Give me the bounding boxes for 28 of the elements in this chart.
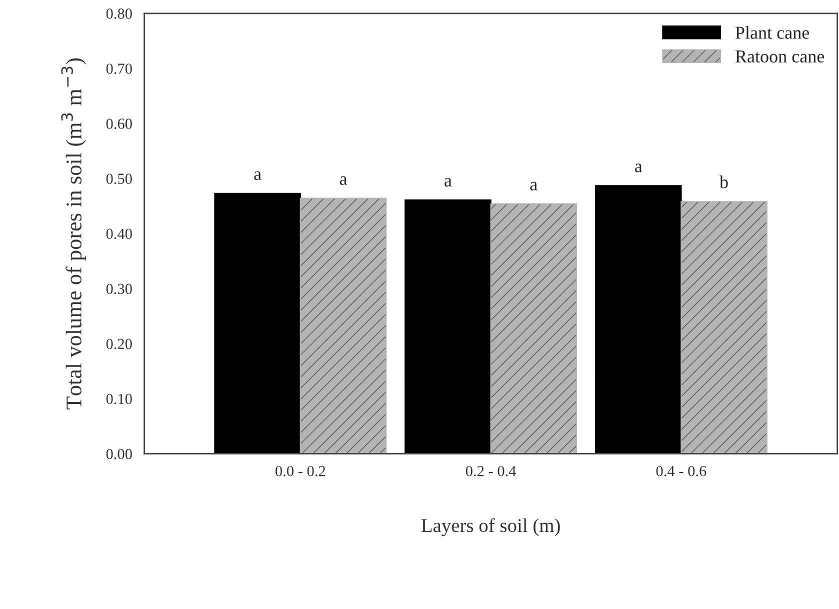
y-tick-label: 0.00 xyxy=(106,448,132,460)
bar xyxy=(680,201,768,454)
y-tick-label: 0.20 xyxy=(106,338,132,350)
y-tick-label: 0.80 xyxy=(106,8,132,19)
y-tick-label: 0.30 xyxy=(106,284,132,294)
y-tick-label: 0.40 xyxy=(106,228,132,240)
x-tick-label: 0.0 - 0.2 xyxy=(276,466,326,476)
x-tick-label: 0.2 - 0.4 xyxy=(466,466,516,476)
annotation: a xyxy=(634,164,642,172)
x-axis-title: Layers of soil (m) xyxy=(421,518,560,536)
annotation: a xyxy=(444,178,452,187)
annotation: b xyxy=(720,176,728,188)
bar xyxy=(594,185,682,454)
x-tick-label: 0.4 - 0.6 xyxy=(656,466,706,476)
annotation: a xyxy=(530,182,538,190)
bar xyxy=(214,192,301,454)
annotation: a xyxy=(340,176,348,185)
y-tick-label: 0.60 xyxy=(106,118,132,129)
y-axis-title: Total volume of pores in soil (m$^{3}$ m$^{−3}$) xyxy=(61,58,86,410)
annotation: a xyxy=(254,171,262,180)
y-tick-label: 0.10 xyxy=(106,394,132,404)
bar xyxy=(300,198,387,454)
y-tick-label: 0.50 xyxy=(106,174,132,184)
legend-label: Ratoon cane xyxy=(735,50,824,63)
bar xyxy=(490,203,578,454)
y-tick-label: 0.70 xyxy=(106,64,132,74)
legend-label: Plant cane xyxy=(735,26,810,39)
bar xyxy=(404,199,492,454)
